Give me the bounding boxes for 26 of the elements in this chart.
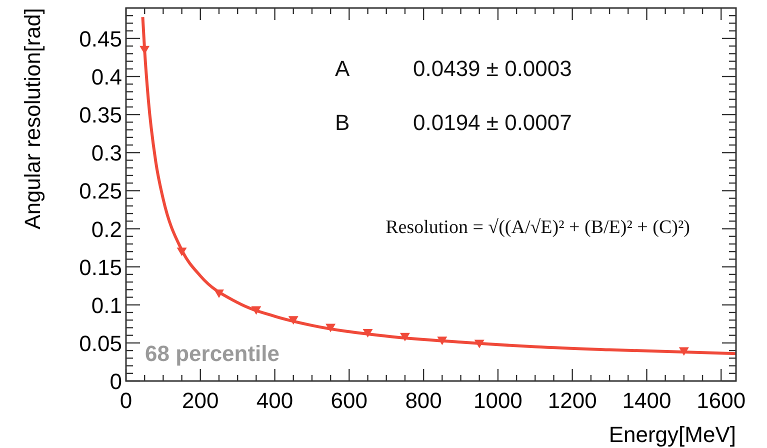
y-tick-label: 0 bbox=[110, 369, 122, 394]
annotation: 0.0439 ± 0.0003 bbox=[413, 56, 572, 81]
y-tick-label: 0.2 bbox=[91, 216, 122, 242]
x-tick-label: 1400 bbox=[622, 388, 672, 413]
y-tick-label: 0.35 bbox=[79, 102, 122, 128]
x-tick-label: 200 bbox=[182, 388, 219, 413]
annotation: A bbox=[335, 56, 350, 81]
x-tick-label: 400 bbox=[256, 388, 294, 413]
x-tick-label: 800 bbox=[405, 388, 442, 413]
x-tick-label: 600 bbox=[330, 388, 368, 413]
annotation: Resolution = √((A/√E)² + (B/E)² + (C)²) bbox=[386, 217, 690, 238]
annotation: 68 percentile bbox=[145, 341, 280, 366]
annotation: B bbox=[335, 110, 350, 135]
y-tick-label: 0.45 bbox=[79, 26, 122, 52]
y-tick-label: 0.25 bbox=[79, 178, 122, 204]
x-axis-title: Energy[MeV] bbox=[608, 422, 736, 447]
x-tick-label: 1000 bbox=[473, 388, 522, 413]
y-tick-label: 0.4 bbox=[91, 64, 122, 90]
y-axis-title: Angular resolution[rad] bbox=[20, 8, 45, 230]
x-tick-label: 1200 bbox=[548, 388, 597, 413]
x-tick-label: 1600 bbox=[696, 388, 746, 413]
y-tick-label: 0.3 bbox=[91, 140, 122, 166]
y-tick-label: 0.05 bbox=[79, 330, 122, 356]
y-tick-label: 0.15 bbox=[79, 254, 122, 280]
y-tick-label: 0.1 bbox=[91, 292, 122, 318]
annotation: 0.0194 ± 0.0007 bbox=[413, 110, 572, 135]
